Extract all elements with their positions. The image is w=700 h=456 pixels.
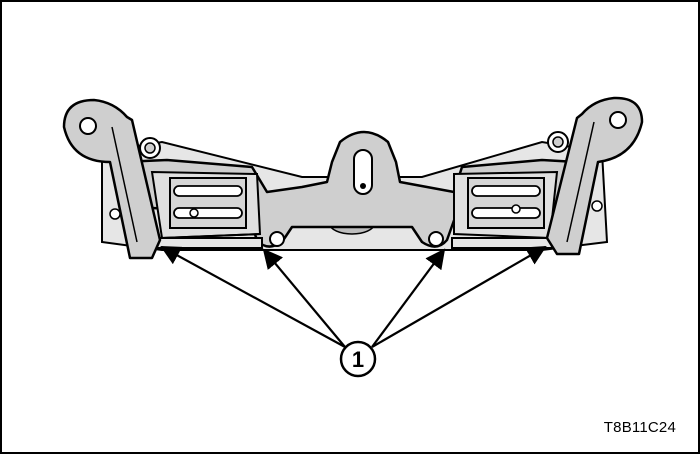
leader-arrow-4 bbox=[371, 246, 547, 348]
right-mounting-ear bbox=[545, 96, 644, 256]
leader-arrow-3 bbox=[371, 248, 446, 348]
leader-arrow-1 bbox=[160, 246, 346, 348]
left-mounting-ear bbox=[62, 98, 162, 260]
figure-code: T8B11C24 bbox=[603, 419, 676, 436]
manifold-bracket bbox=[120, 130, 579, 248]
callout-leaders bbox=[160, 246, 547, 348]
leader-arrow-2 bbox=[262, 248, 346, 348]
left-port-block bbox=[150, 170, 263, 249]
callout-number: 1 bbox=[352, 347, 364, 372]
callout-1: 1 bbox=[339, 340, 377, 378]
right-port-block bbox=[451, 170, 563, 249]
